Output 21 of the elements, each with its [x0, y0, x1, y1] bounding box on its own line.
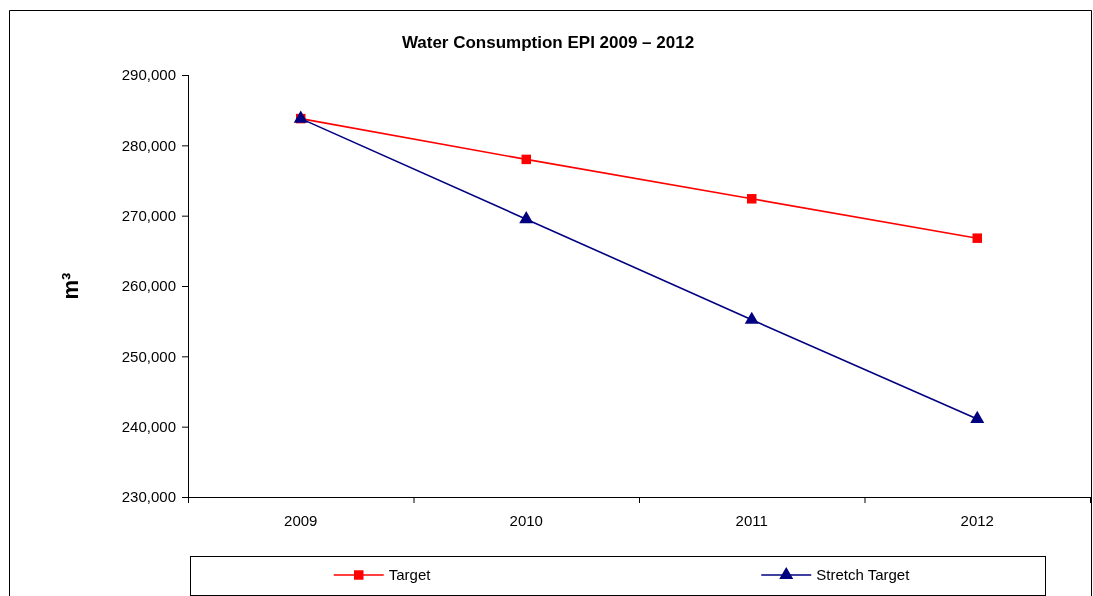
y-tick-label: 280,000	[121, 136, 176, 154]
y-tick-label: 270,000	[121, 206, 176, 224]
x-tick-label: 2012	[960, 512, 994, 529]
y-axis-title: m³	[58, 272, 83, 300]
y-tick-label: 290,000	[121, 66, 176, 84]
point	[744, 311, 759, 324]
y-tick-label: 250,000	[121, 347, 176, 365]
legend-label: Stretch Target	[816, 566, 911, 584]
point	[747, 194, 757, 204]
point	[970, 410, 985, 423]
y-tick-label: 240,000	[121, 417, 176, 435]
y-tick-label: 260,000	[121, 277, 176, 295]
legend-label: Target	[388, 566, 432, 584]
x-tick-label: 2009	[284, 512, 318, 529]
point	[519, 211, 534, 224]
point	[521, 154, 531, 165]
y-tick-label: 230,000	[121, 488, 176, 506]
point	[972, 233, 982, 243]
chart-title: Water Consumption EPI 2009 – 2012	[401, 33, 695, 52]
x-tick-label: 2010	[509, 512, 543, 529]
x-tick-label: 2011	[735, 512, 768, 529]
